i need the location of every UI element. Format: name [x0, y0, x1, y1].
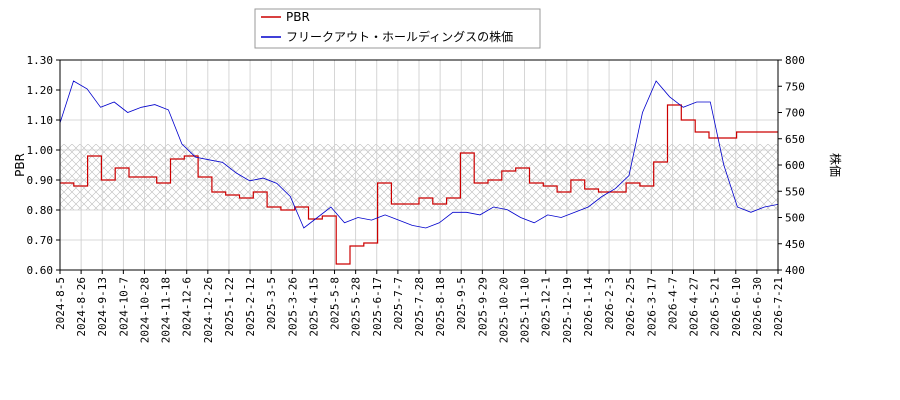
x-tick-label: 2024-12-26	[202, 277, 215, 343]
left-tick-label: 0.90	[27, 174, 54, 187]
legend-label-stock-price: フリークアウト・ホールディングスの株価	[286, 29, 513, 44]
x-tick-label: 2026-4-7	[666, 277, 679, 330]
left-tick-label: 1.10	[27, 114, 54, 127]
x-tick-label: 2025-1-22	[223, 277, 236, 337]
x-tick-label: 2025-3-26	[286, 277, 299, 337]
x-tick-label: 2024-11-18	[160, 277, 173, 343]
x-tick-label: 2025-2-12	[244, 277, 257, 337]
right-axis-label: 株価	[828, 153, 843, 177]
left-tick-label: 0.80	[27, 204, 54, 217]
x-tick-label: 2025-12-1	[540, 277, 553, 337]
x-tick-label: 2025-12-19	[561, 277, 574, 343]
series-line-0	[60, 104, 778, 265]
right-tick-label: 550	[785, 185, 805, 198]
x-tick-label: 2026-6-30	[751, 277, 764, 337]
x-tick-label: 2024-10-28	[138, 277, 151, 343]
x-tick-label: 2025-7-28	[413, 277, 426, 337]
x-axis: 2024-8-5 2024-8-26 2024-9-13 2024-10-7 2024-…	[54, 270, 785, 343]
series-line-1	[60, 80, 778, 229]
x-tick-label: 2026-7-21	[772, 277, 785, 337]
x-tick-label: 2024-9-13	[96, 277, 109, 337]
x-tick-label: 2026-2-25	[624, 277, 637, 337]
x-tick-label: 2024-8-26	[75, 277, 88, 337]
x-tick-label: 2025-10-20	[497, 277, 510, 343]
x-tick-label: 2024-12-6	[181, 277, 194, 337]
x-tick-label: 2025-5-8	[329, 277, 342, 330]
left-tick-label: 0.60	[27, 264, 54, 277]
x-tick-label: 2025-9-29	[476, 277, 489, 337]
legend-box	[254, 8, 541, 49]
right-tick-label: 700	[785, 107, 805, 120]
legend: PBR フリークアウト・ホールディングスの株価	[254, 8, 541, 49]
x-tick-label: 2026-2-3	[603, 277, 616, 330]
x-tick-label: 2025-8-18	[434, 277, 447, 337]
x-tick-label: 2026-1-14	[582, 277, 595, 337]
legend-label-pbr: PBR	[286, 10, 310, 24]
x-tick-label: 2025-5-28	[350, 277, 363, 337]
left-axis: 0.60 0.70 0.80 0.90 1.00 1.10 1.20 1.30	[27, 54, 60, 277]
x-tick-label: 2025-9-5	[455, 277, 468, 330]
left-tick-label: 1.20	[27, 84, 54, 97]
x-tick-label: 2025-6-17	[371, 277, 384, 337]
x-tick-label: 2026-5-21	[709, 277, 722, 337]
right-tick-label: 750	[785, 80, 805, 93]
left-tick-label: 0.70	[27, 234, 54, 247]
x-tick-label: 2026-4-27	[688, 277, 701, 337]
x-tick-label: 2024-8-5	[54, 277, 67, 330]
series-layer	[60, 80, 778, 265]
right-axis: 400 450 500 550 600 650 700 750 800	[778, 54, 805, 277]
x-tick-label: 2025-3-5	[265, 277, 278, 330]
x-tick-label: 2025-11-10	[519, 277, 532, 343]
right-tick-label: 450	[785, 238, 805, 251]
x-tick-label: 2026-3-17	[645, 277, 658, 337]
left-tick-label: 1.00	[27, 144, 54, 157]
x-tick-label: 2025-4-15	[307, 277, 320, 337]
x-tick-label: 2025-7-7	[392, 277, 405, 330]
right-tick-label: 650	[785, 133, 805, 146]
right-tick-label: 500	[785, 212, 805, 225]
right-tick-label: 400	[785, 264, 805, 277]
left-axis-label: PBR	[13, 153, 27, 177]
x-tick-label: 2024-10-7	[117, 277, 130, 337]
x-tick-label: 2026-6-10	[730, 277, 743, 337]
left-tick-label: 1.30	[27, 54, 54, 67]
right-tick-label: 800	[785, 54, 805, 67]
right-tick-label: 600	[785, 159, 805, 172]
